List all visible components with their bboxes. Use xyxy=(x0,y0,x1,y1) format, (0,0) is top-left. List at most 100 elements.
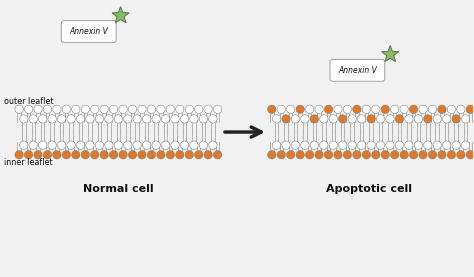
Circle shape xyxy=(395,115,403,123)
Circle shape xyxy=(315,105,323,114)
Circle shape xyxy=(199,115,208,123)
Circle shape xyxy=(391,105,399,114)
Circle shape xyxy=(147,105,155,114)
Circle shape xyxy=(91,105,99,114)
Circle shape xyxy=(175,151,184,159)
Circle shape xyxy=(324,105,333,114)
Circle shape xyxy=(34,105,42,114)
Circle shape xyxy=(410,151,418,159)
Circle shape xyxy=(305,105,314,114)
Circle shape xyxy=(24,151,33,159)
Circle shape xyxy=(67,115,75,123)
Circle shape xyxy=(338,141,347,149)
Circle shape xyxy=(386,141,394,149)
Circle shape xyxy=(405,115,413,123)
Circle shape xyxy=(143,141,151,149)
Circle shape xyxy=(100,151,109,159)
Polygon shape xyxy=(112,7,129,23)
Circle shape xyxy=(419,105,427,114)
Circle shape xyxy=(410,105,418,114)
Circle shape xyxy=(119,105,127,114)
Circle shape xyxy=(67,141,75,149)
Circle shape xyxy=(53,151,61,159)
Circle shape xyxy=(213,105,222,114)
Circle shape xyxy=(91,151,99,159)
Circle shape xyxy=(268,105,276,114)
Circle shape xyxy=(296,151,304,159)
Circle shape xyxy=(277,105,285,114)
Circle shape xyxy=(353,105,361,114)
Circle shape xyxy=(38,115,47,123)
Circle shape xyxy=(433,115,441,123)
Circle shape xyxy=(329,141,337,149)
Circle shape xyxy=(428,105,437,114)
Circle shape xyxy=(343,105,352,114)
Circle shape xyxy=(72,105,80,114)
Circle shape xyxy=(43,105,52,114)
Circle shape xyxy=(48,141,56,149)
Circle shape xyxy=(424,141,432,149)
Circle shape xyxy=(19,115,28,123)
Circle shape xyxy=(190,141,198,149)
Circle shape xyxy=(400,105,408,114)
Circle shape xyxy=(461,141,470,149)
Circle shape xyxy=(62,151,71,159)
Circle shape xyxy=(15,151,23,159)
Circle shape xyxy=(162,115,170,123)
Circle shape xyxy=(166,151,174,159)
Circle shape xyxy=(128,151,137,159)
FancyBboxPatch shape xyxy=(330,59,385,81)
Circle shape xyxy=(157,151,165,159)
Circle shape xyxy=(329,115,337,123)
Circle shape xyxy=(319,115,328,123)
Circle shape xyxy=(124,141,132,149)
Circle shape xyxy=(443,141,451,149)
Circle shape xyxy=(310,141,319,149)
Circle shape xyxy=(443,115,451,123)
Circle shape xyxy=(438,105,446,114)
Circle shape xyxy=(57,141,66,149)
Circle shape xyxy=(305,151,314,159)
Circle shape xyxy=(319,141,328,149)
Circle shape xyxy=(287,151,295,159)
Text: inner leaflet: inner leaflet xyxy=(4,158,53,167)
Circle shape xyxy=(381,105,390,114)
Circle shape xyxy=(62,105,71,114)
Circle shape xyxy=(452,141,460,149)
Circle shape xyxy=(381,151,390,159)
Circle shape xyxy=(76,115,85,123)
Circle shape xyxy=(19,141,28,149)
Circle shape xyxy=(72,151,80,159)
Circle shape xyxy=(81,151,90,159)
Circle shape xyxy=(138,151,146,159)
Circle shape xyxy=(395,141,403,149)
Circle shape xyxy=(362,151,371,159)
Circle shape xyxy=(456,105,465,114)
Circle shape xyxy=(15,105,23,114)
Circle shape xyxy=(301,141,309,149)
Polygon shape xyxy=(382,45,399,62)
Circle shape xyxy=(461,115,470,123)
Circle shape xyxy=(324,151,333,159)
Circle shape xyxy=(348,141,356,149)
Circle shape xyxy=(175,105,184,114)
Circle shape xyxy=(287,105,295,114)
Text: Apoptotic cell: Apoptotic cell xyxy=(326,184,412,194)
Circle shape xyxy=(43,151,52,159)
Circle shape xyxy=(147,151,155,159)
Circle shape xyxy=(367,141,375,149)
Circle shape xyxy=(100,105,109,114)
Circle shape xyxy=(372,105,380,114)
Circle shape xyxy=(105,115,113,123)
Circle shape xyxy=(372,151,380,159)
Circle shape xyxy=(268,151,276,159)
Circle shape xyxy=(162,141,170,149)
Circle shape xyxy=(338,115,347,123)
Circle shape xyxy=(438,151,446,159)
Circle shape xyxy=(114,141,122,149)
Circle shape xyxy=(53,105,61,114)
Circle shape xyxy=(38,141,47,149)
Circle shape xyxy=(428,151,437,159)
Circle shape xyxy=(29,115,37,123)
Circle shape xyxy=(447,151,456,159)
